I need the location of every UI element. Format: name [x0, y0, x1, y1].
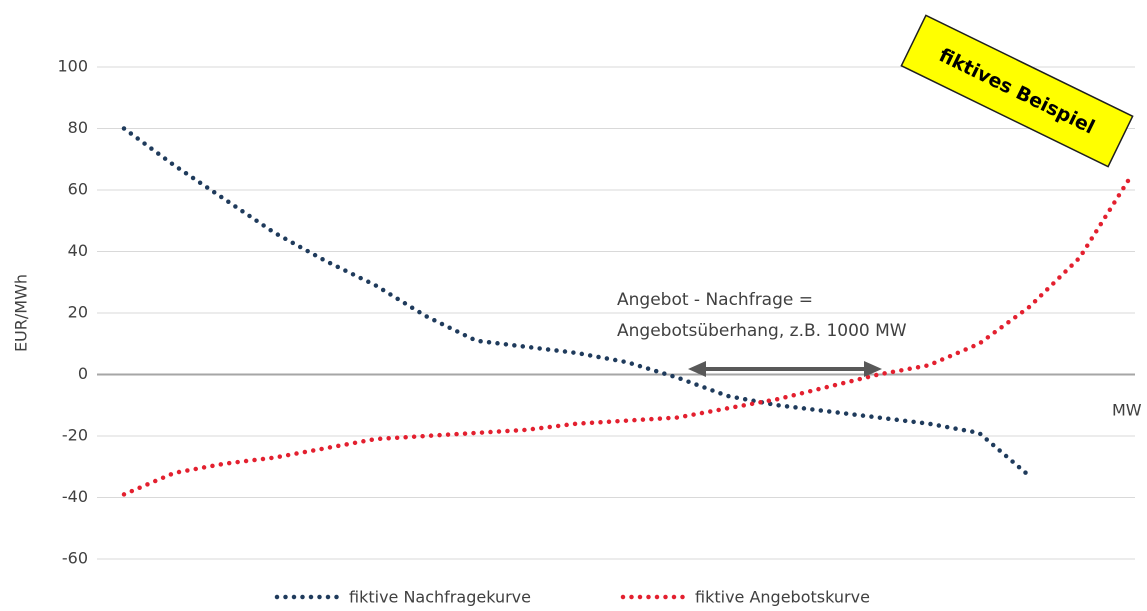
y-tick-label: -20 [62, 426, 88, 445]
legend-label: fiktive Nachfragekurve [349, 588, 531, 607]
y-tick-label: 20 [68, 303, 88, 322]
legend-label: fiktive Angebotskurve [695, 588, 870, 607]
y-tick-label: 0 [78, 364, 88, 383]
x-axis-label: MW [1112, 401, 1142, 420]
arrow [688, 361, 882, 377]
annotation: Angebot - Nachfrage = [617, 290, 813, 310]
y-tick-label: -60 [62, 549, 88, 568]
y-tick-label: 80 [68, 118, 88, 137]
y-tick-label: 100 [57, 57, 88, 76]
stamp: fiktives Beispiel [900, 14, 1134, 168]
series-line [121, 126, 1032, 479]
y-axis-label: EUR/MWh [12, 274, 31, 352]
annotation: Angebotsüberhang, z.B. 1000 MW [617, 321, 907, 341]
y-tick-label: 40 [68, 241, 88, 260]
y-tick-label: -40 [62, 487, 88, 506]
y-tick-label: 60 [68, 180, 88, 199]
series-line [121, 175, 1133, 497]
